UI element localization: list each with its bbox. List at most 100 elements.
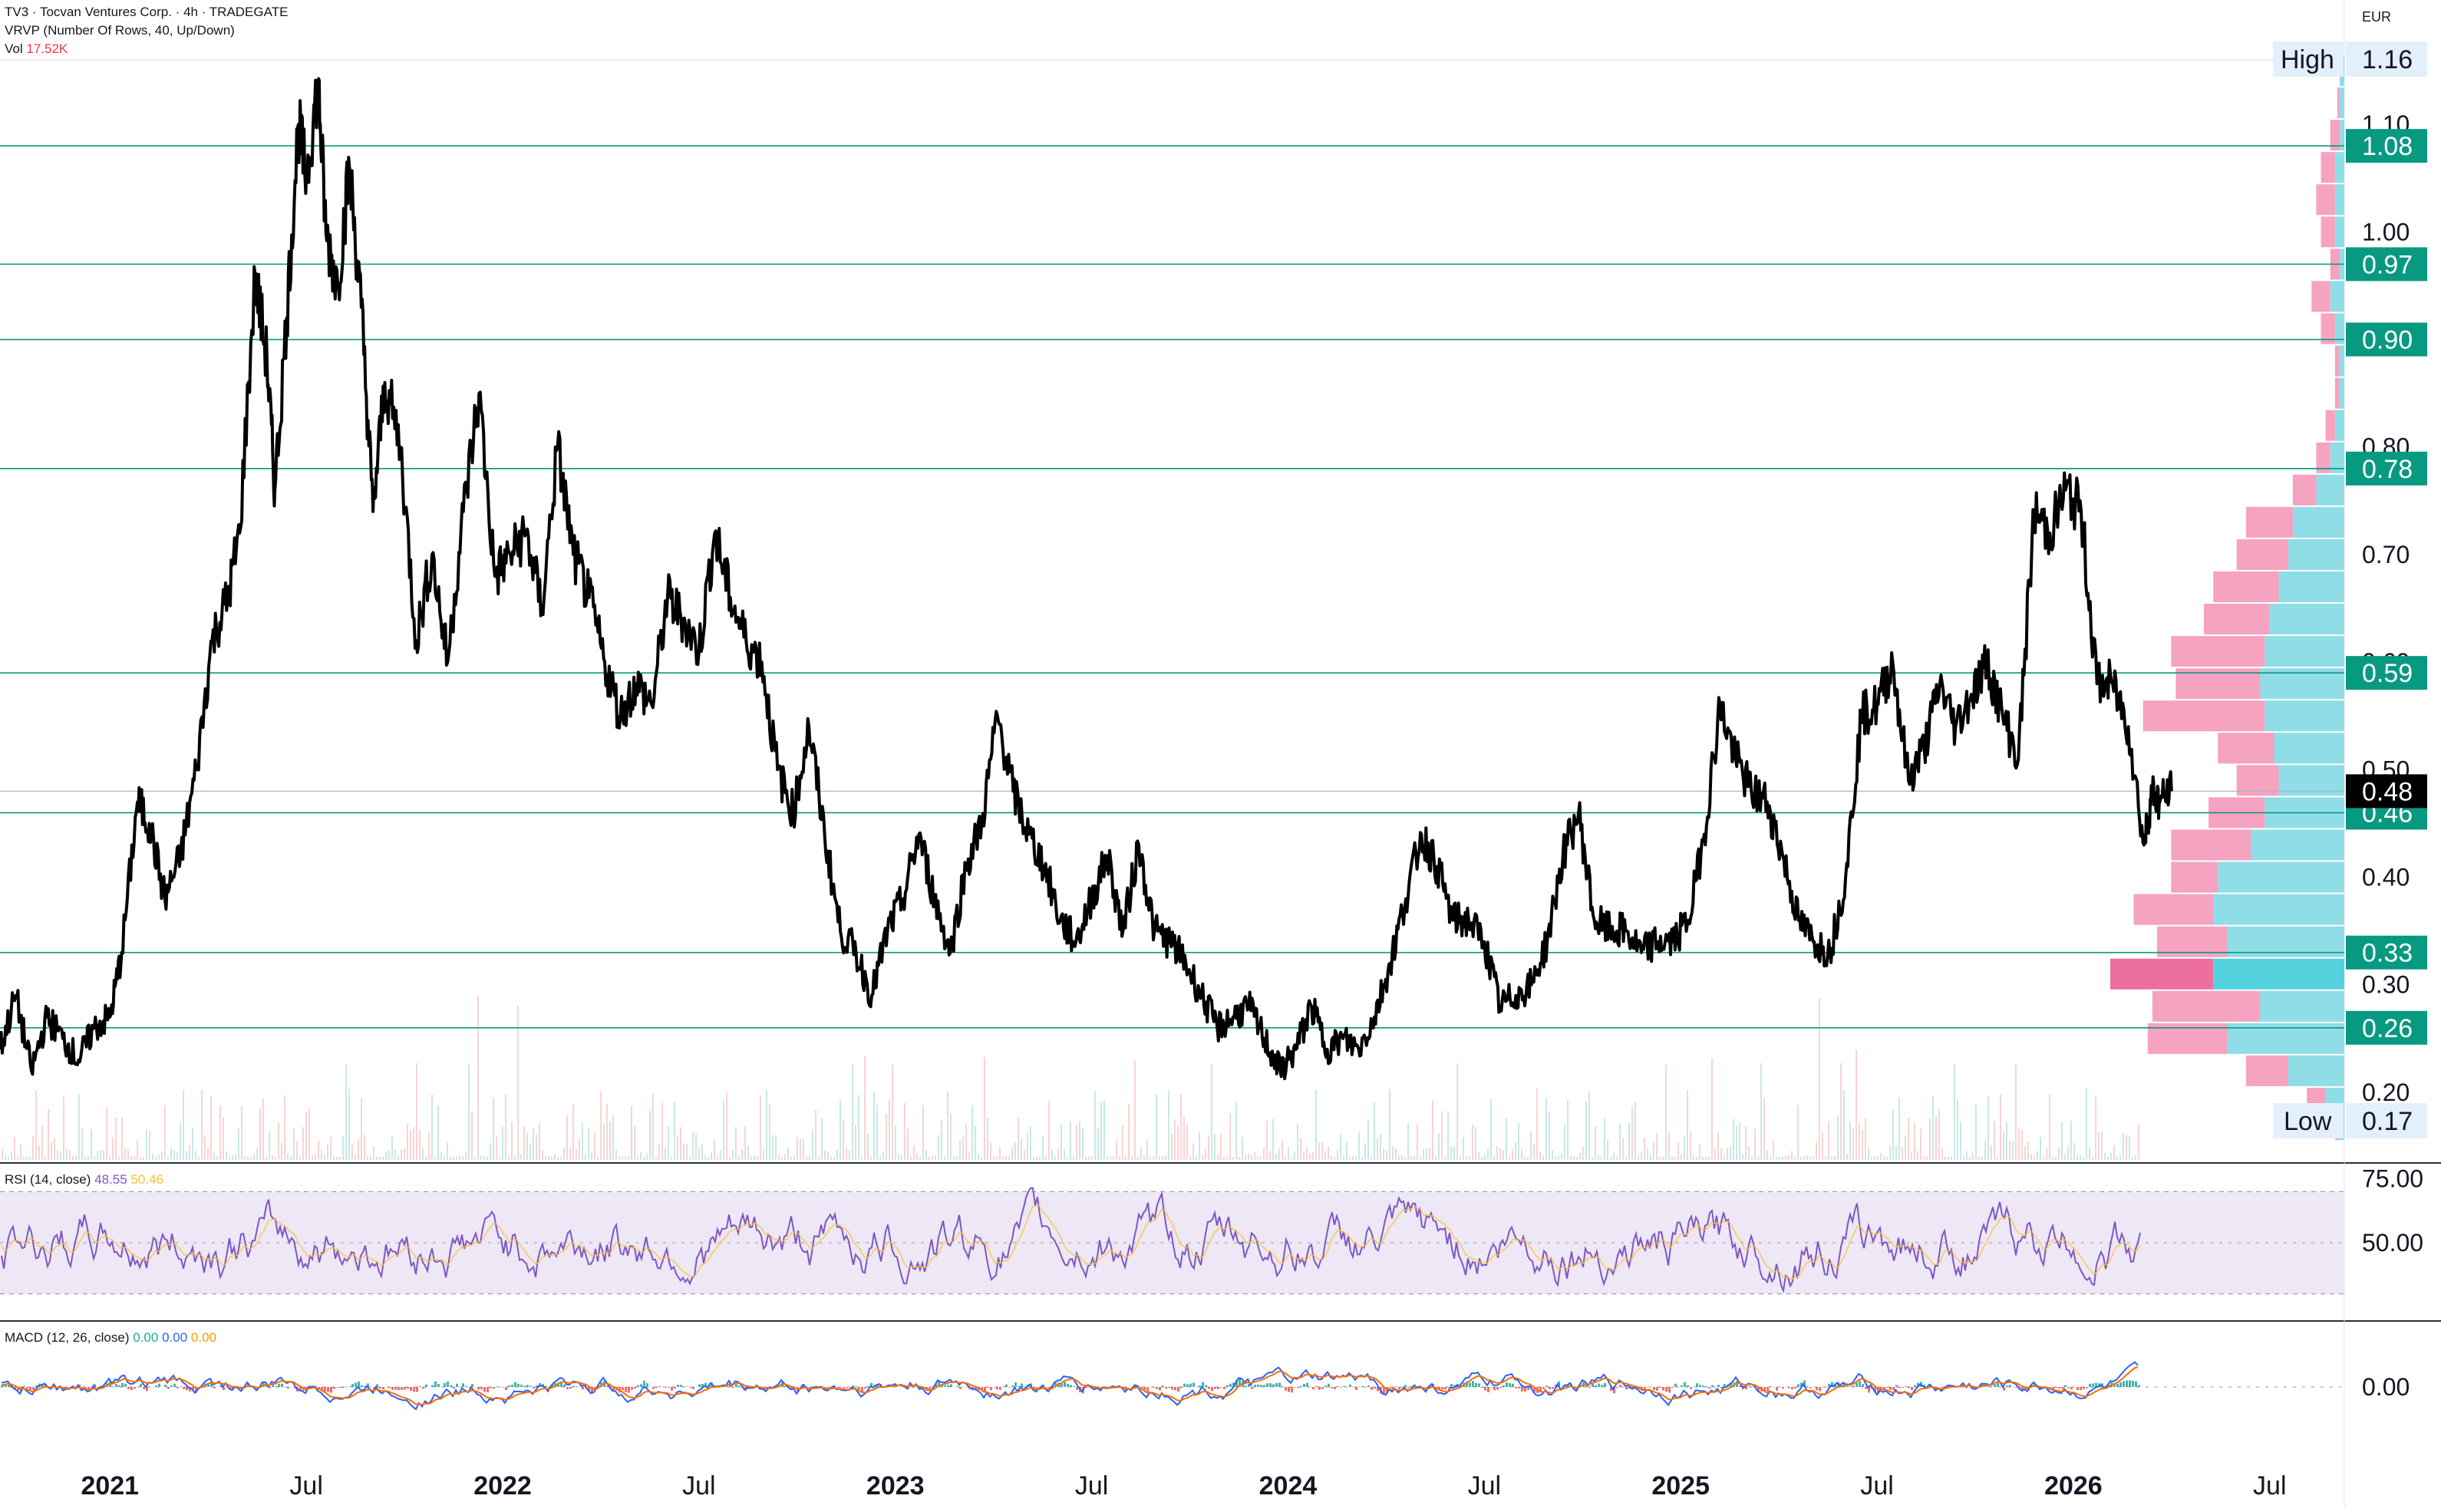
volume-bar: [1079, 1121, 1080, 1160]
vrvp-line[interactable]: VRVP (Number Of Rows, 40, Up/Down): [5, 21, 288, 40]
macd-hist-bar: [646, 1383, 648, 1387]
volume-bar: [219, 1105, 221, 1160]
volume-bar: [1220, 1134, 1222, 1160]
volume-bar: [1447, 1112, 1449, 1160]
volume-bar: [677, 1135, 678, 1160]
macd-hist-bar: [388, 1387, 391, 1388]
macd-hist-bar: [1318, 1387, 1321, 1390]
volume-bar: [272, 1155, 273, 1160]
time-tick-label: Jul: [1468, 1471, 1501, 1500]
volume-bar: [1837, 1116, 1839, 1160]
volume-bar: [1358, 1132, 1360, 1160]
macd-hist-bar: [855, 1386, 857, 1387]
volume-bar: [1337, 1151, 1338, 1160]
volume-bar: [130, 1156, 132, 1160]
macd-hist-bar: [1067, 1384, 1069, 1387]
vrvp-bar-up: [2335, 152, 2344, 183]
volume-bar: [1392, 1146, 1394, 1160]
volume-bar: [1705, 1156, 1707, 1160]
macd-hist-bar: [407, 1387, 409, 1388]
volume-bar: [686, 1144, 688, 1160]
volume-bar: [643, 1157, 645, 1160]
volume-bar: [609, 1122, 611, 1160]
volume-bar: [149, 1132, 150, 1160]
volume-bar: [1183, 1117, 1185, 1160]
volume-bar: [1303, 1151, 1305, 1160]
time-tick-label: 2026: [2044, 1471, 2103, 1500]
vol-line[interactable]: Vol 17.52K: [5, 40, 288, 58]
volume-bar: [2086, 1088, 2087, 1160]
macd-hist-bar: [1862, 1384, 1864, 1387]
volume-bar: [1877, 1156, 1879, 1160]
volume-bar: [2076, 1155, 2078, 1160]
volume-bar: [1119, 1157, 1120, 1160]
macd-hist-bar: [947, 1385, 949, 1387]
macd-hist-bar: [628, 1387, 630, 1393]
vrvp-bar-down: [2311, 281, 2330, 311]
legend-rsi[interactable]: RSI (14, close) 48.55 50.46: [5, 1171, 163, 1189]
volume-bar: [864, 1056, 866, 1160]
volume-bar: [1331, 1155, 1332, 1160]
volume-bar: [361, 1098, 362, 1160]
volume-bar: [284, 1095, 285, 1160]
macd-hist-bar: [1905, 1386, 1907, 1387]
macd-hist-bar: [183, 1387, 185, 1389]
volume-bar: [526, 1133, 528, 1160]
volume-bar: [1917, 1151, 1918, 1160]
volume-bar: [1389, 1089, 1390, 1160]
macd-hist-bar: [625, 1387, 627, 1392]
volume-bar: [1696, 1157, 1697, 1160]
volume-bar: [1008, 1156, 1010, 1160]
volume-bar: [879, 1156, 881, 1160]
volume-bar: [990, 1143, 991, 1160]
macd-hist-bar: [1852, 1385, 1855, 1387]
volume-bar: [290, 1157, 292, 1160]
vrvp-bar-down: [2218, 733, 2274, 763]
volume-bar: [425, 1157, 427, 1160]
macd-hist-bar: [1849, 1386, 1852, 1387]
volume-bar: [1831, 1157, 1832, 1160]
macd-hist-bar: [1542, 1387, 1545, 1389]
volume-bar: [1506, 1118, 1507, 1160]
macd-hist-bar: [1604, 1383, 1606, 1387]
volume-bar: [2101, 1132, 2103, 1160]
macd-hist-bar: [1205, 1385, 1207, 1387]
volume-bar: [1791, 1151, 1793, 1160]
vrvp-profile: [2110, 55, 2344, 1140]
volume-bar: [459, 1156, 460, 1160]
volume-bar: [634, 1126, 635, 1160]
macd-hist-bar: [523, 1385, 526, 1387]
volume-bar: [296, 1141, 298, 1160]
vrvp-bar-up: [2293, 507, 2344, 538]
volume-bar: [1128, 1104, 1130, 1160]
volume-bar: [539, 1123, 540, 1160]
volume-bar: [1021, 1138, 1022, 1160]
volume-bar: [1941, 1148, 1943, 1160]
volume-bar: [2021, 1130, 2023, 1160]
volume-bar: [1809, 1157, 1811, 1160]
volume-bar: [836, 1149, 838, 1160]
macd-hist-bar: [2006, 1385, 2008, 1387]
volume-bar: [566, 1116, 568, 1160]
macd-hist-bar: [1619, 1385, 1621, 1387]
vrvp-bar-up: [2335, 184, 2344, 215]
macd-hist-bar: [2119, 1382, 2122, 1387]
volume-bar: [1417, 1125, 1418, 1160]
time-tick-label: 2021: [81, 1471, 139, 1500]
vrvp-bar-up: [2265, 636, 2344, 667]
macd-hist-bar: [1177, 1387, 1179, 1392]
volume-bar: [397, 1155, 399, 1160]
macd-hist-bar: [990, 1387, 992, 1390]
volume-bar: [1527, 1157, 1529, 1160]
volume-bar: [333, 1157, 335, 1160]
macd-hist-bar: [397, 1387, 400, 1390]
volume-bar: [1957, 1099, 1958, 1160]
symbol-line[interactable]: TV3 · Tocvan Ventures Corp. · 4h · TRADE…: [5, 3, 288, 21]
macd-hist-bar: [275, 1386, 277, 1387]
volume-bar: [1628, 1122, 1630, 1160]
volume-bar: [1699, 1144, 1700, 1160]
volume-bar: [262, 1099, 264, 1160]
legend-macd[interactable]: MACD (12, 26, close) 0.00 0.00 0.00: [5, 1329, 216, 1347]
